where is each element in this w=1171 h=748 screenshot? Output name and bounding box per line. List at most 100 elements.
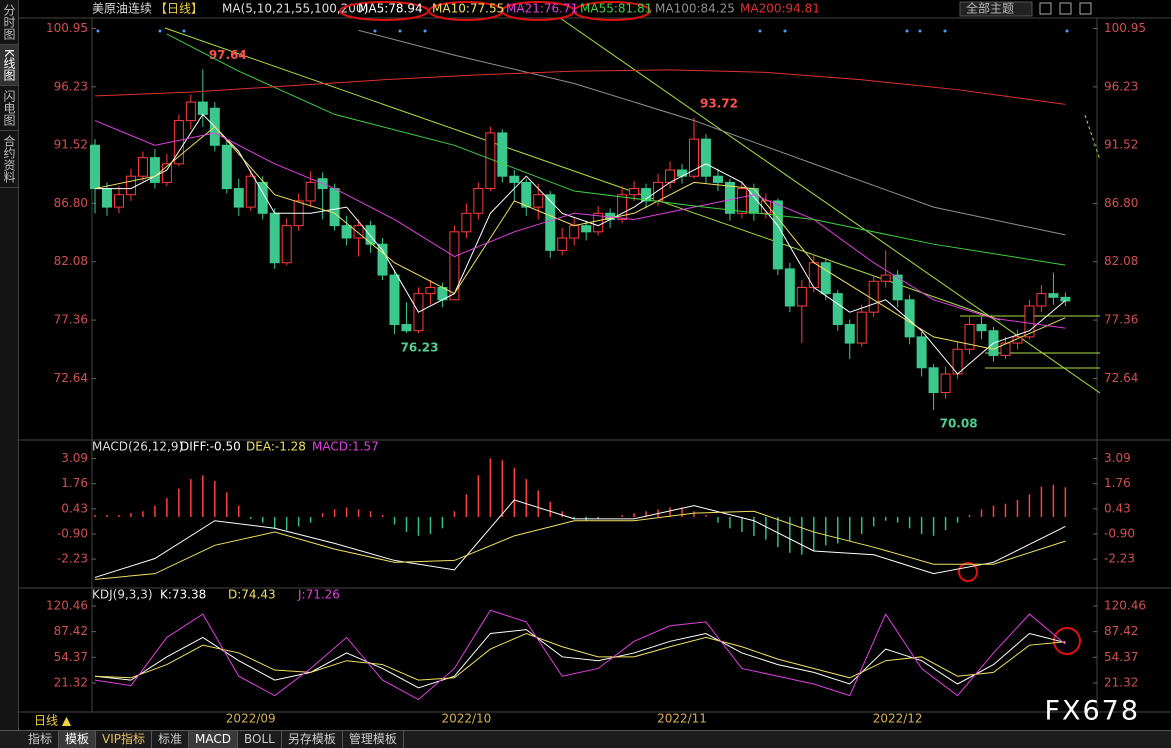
bottom-tabs: 指标 模板 VIP指标 标准 MACD BOLL 另存模板 管理模板 <box>0 730 1171 748</box>
series-legend: D:74.43 <box>228 588 276 602</box>
period-label: 【日线】 <box>155 2 203 16</box>
candle-body <box>113 194 124 208</box>
y-tick-label: 72.64 <box>54 371 88 385</box>
frame <box>18 17 1171 713</box>
y-tick-label: 100.95 <box>46 21 88 35</box>
candle-body <box>149 157 160 183</box>
candle-body <box>281 225 292 264</box>
instrument-title: 美原油连续 <box>92 1 152 16</box>
indicator-line <box>166 33 1066 266</box>
window-icons[interactable] <box>1039 2 1092 15</box>
candle-body <box>677 169 688 177</box>
indicator-line <box>94 632 1066 681</box>
candle-body <box>736 188 747 214</box>
side-tab[interactable]: 合约资料 <box>0 131 18 188</box>
candle-body <box>473 188 484 214</box>
y-tick-label-right: 120.46 <box>1104 599 1146 613</box>
indicator-line <box>94 629 1066 689</box>
series-legend: K:73.38 <box>160 588 206 602</box>
candle-body <box>820 262 831 295</box>
candle-body <box>533 194 544 208</box>
candle-body <box>329 188 340 227</box>
candle-body <box>856 311 867 344</box>
candle-body <box>904 299 915 338</box>
theme-dropdown-label[interactable]: 全部主题 <box>966 1 1014 16</box>
y-tick-label-right: 1.76 <box>1104 476 1131 490</box>
candle-body <box>185 101 196 122</box>
candle-body <box>509 175 520 183</box>
candle-body <box>1012 336 1023 344</box>
series-legend: MA100:84.25 <box>655 2 735 16</box>
y-tick-label-right: 3.09 <box>1104 451 1131 465</box>
candle-body <box>425 286 436 295</box>
candle-body <box>365 225 376 245</box>
side-tab[interactable]: 闪电图 <box>0 86 18 131</box>
candle-body <box>305 181 316 202</box>
candle-body <box>593 212 604 233</box>
candle-body <box>1024 305 1035 338</box>
bottom-tab[interactable]: 模板 <box>59 731 97 748</box>
y-tick-label: 77.36 <box>54 313 88 327</box>
candle-body <box>245 175 256 208</box>
candle-body <box>832 293 843 326</box>
y-tick-label-right: 54.37 <box>1104 650 1138 664</box>
signal-dots <box>96 29 1069 33</box>
side-tab[interactable]: K线图 <box>0 45 18 86</box>
candle-body <box>1060 296 1071 302</box>
y-tick-label-right: 21.32 <box>1104 675 1138 689</box>
drawn-trendlines <box>164 17 1101 394</box>
y-tick-label-right: -0.90 <box>1104 526 1135 540</box>
bottom-tab[interactable]: VIP指标 <box>96 731 153 748</box>
theme-dropdown[interactable] <box>959 1 1033 17</box>
indicator-line <box>94 120 1066 329</box>
candle-body <box>581 225 592 233</box>
candle-body <box>90 144 100 190</box>
bottom-tab[interactable]: 指标 <box>22 731 60 748</box>
candle-body <box>353 225 364 239</box>
candle-body <box>1000 342 1011 356</box>
series-legend: J:71.26 <box>297 588 340 602</box>
candle-body <box>125 175 136 196</box>
y-tick-label: 120.46 <box>46 599 88 613</box>
candle-body <box>389 274 400 326</box>
bottom-tab[interactable]: 标准 <box>152 731 190 748</box>
indicator-line <box>95 113 1066 375</box>
period-switch[interactable]: 日线 ▲ <box>34 714 72 728</box>
candle-body <box>221 144 232 190</box>
bottom-tab[interactable]: BOLL <box>238 731 282 748</box>
candle-body <box>629 188 640 196</box>
y-tick-label: -0.90 <box>57 526 88 540</box>
ma-legend: MA(5,10,21,55,100,200) <box>222 2 368 16</box>
candle-body <box>641 188 652 202</box>
y-tick-label-right: 72.64 <box>1104 371 1138 385</box>
candle-body <box>341 225 352 239</box>
indicator-line <box>94 510 1066 580</box>
x-tick-label: 2022/12 <box>873 712 923 726</box>
watermark: FX678 <box>1044 696 1140 727</box>
candle-body <box>880 274 891 282</box>
side-tab[interactable]: 分时图 <box>0 0 18 45</box>
indicator-line <box>94 609 1066 701</box>
y-tick-label: 54.37 <box>54 650 88 664</box>
y-tick-label-right: 0.43 <box>1104 501 1131 515</box>
y-tick-label: 82.08 <box>54 254 88 268</box>
extreme-label: 70.08 <box>940 417 978 431</box>
side-tabs: 分时图 K线图 闪电图 合约资料 <box>0 0 19 730</box>
candle-body <box>844 324 855 344</box>
candle-body <box>401 324 412 332</box>
candle-body <box>808 262 819 288</box>
bottom-tab[interactable]: 管理模板 <box>343 731 404 748</box>
bottom-tab[interactable]: 另存模板 <box>282 731 343 748</box>
candle-body <box>161 163 172 183</box>
y-tick-label: 87.42 <box>54 624 88 638</box>
series-legend: MA21:76.71 <box>506 2 578 16</box>
y-tick-label-right: 100.95 <box>1104 21 1146 35</box>
candle-body <box>712 175 723 183</box>
series-legend: DIFF:-0.50 <box>180 440 241 454</box>
candle-body <box>269 212 280 264</box>
candle-body <box>545 194 556 251</box>
indicator-line <box>94 69 1066 105</box>
bottom-tab[interactable]: MACD <box>189 731 239 748</box>
